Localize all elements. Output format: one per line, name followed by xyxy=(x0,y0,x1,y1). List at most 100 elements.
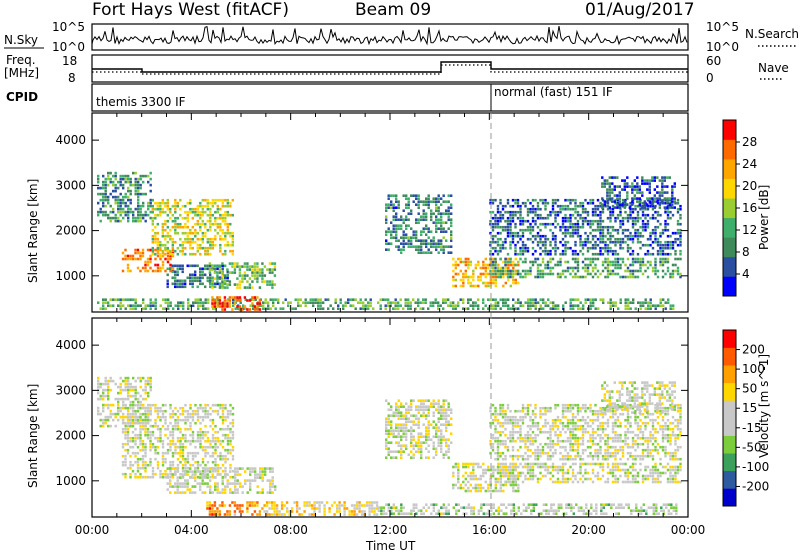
heatmap-cell xyxy=(380,304,382,307)
heatmap-cell xyxy=(611,200,613,203)
heatmap-cell xyxy=(445,209,447,212)
heatmap-cell xyxy=(443,423,445,426)
heatmap-cell xyxy=(642,304,644,307)
heatmap-cell xyxy=(397,301,399,304)
heatmap-cell xyxy=(398,426,400,429)
heatmap-cell xyxy=(236,507,238,510)
heatmap-cell xyxy=(227,416,229,419)
heatmap-cell xyxy=(262,488,264,491)
heatmap-cell xyxy=(405,438,407,441)
heatmap-cell xyxy=(611,197,613,200)
heatmap-cell xyxy=(179,437,181,440)
heatmap-cell xyxy=(214,199,216,202)
heatmap-cell xyxy=(537,270,539,273)
heatmap-cell xyxy=(485,273,487,276)
heatmap-cell xyxy=(224,407,226,410)
heatmap-cell xyxy=(655,503,657,506)
heatmap-cell xyxy=(619,206,621,209)
heatmap-cell xyxy=(120,205,122,208)
heatmap-cell xyxy=(637,214,639,217)
heatmap-cell xyxy=(169,482,171,485)
heatmap-cell xyxy=(455,285,457,288)
heatmap-cell xyxy=(179,265,181,268)
heatmap-cell xyxy=(127,410,129,413)
heatmap-cell xyxy=(448,245,450,248)
heatmap-cell xyxy=(184,467,186,470)
heatmap-cell xyxy=(221,283,223,286)
heatmap-cell xyxy=(587,202,589,205)
heatmap-cell xyxy=(135,386,137,389)
heatmap-cell xyxy=(625,298,627,301)
heatmap-cell xyxy=(150,217,152,220)
heatmap-cell xyxy=(127,258,129,261)
heatmap-cell xyxy=(666,206,668,209)
heatmap-cell xyxy=(269,470,271,473)
heatmap-cell xyxy=(440,408,442,411)
heatmap-cell xyxy=(462,282,464,285)
heatmap-cell xyxy=(154,446,156,449)
heatmap-cell xyxy=(197,286,199,289)
heatmap-cell xyxy=(97,410,99,413)
heatmap-cell xyxy=(395,245,397,248)
heatmap-cell xyxy=(177,425,179,428)
heatmap-cell xyxy=(577,307,579,310)
heatmap-cell xyxy=(519,223,521,226)
heatmap-cell xyxy=(275,298,277,301)
heatmap-cell xyxy=(495,304,497,307)
heatmap-cell xyxy=(224,437,226,440)
heatmap-cell xyxy=(142,476,144,479)
heatmap-cell xyxy=(189,265,191,268)
heatmap-cell xyxy=(202,304,204,307)
heatmap-cell xyxy=(241,274,243,277)
heatmap-cell xyxy=(197,232,199,235)
heatmap-cell xyxy=(117,392,119,395)
heatmap-cell xyxy=(448,200,450,203)
heatmap-cell xyxy=(335,298,337,301)
heatmap-cell xyxy=(519,205,521,208)
heatmap-cell xyxy=(575,503,577,506)
heatmap-cell xyxy=(177,479,179,482)
heatmap-cell xyxy=(172,452,174,455)
heatmap-cell xyxy=(209,214,211,217)
heatmap-cell xyxy=(527,229,529,232)
heatmap-cell xyxy=(231,296,233,299)
heatmap-cell xyxy=(514,199,516,202)
heatmap-cell xyxy=(194,232,196,235)
heatmap-cell xyxy=(120,377,122,380)
heatmap-cell xyxy=(162,199,164,202)
heatmap-cell xyxy=(616,194,618,197)
heatmap-cell xyxy=(214,271,216,274)
heatmap-cell xyxy=(219,491,221,494)
heatmap-cell xyxy=(132,211,134,214)
heatmap-cell xyxy=(667,298,669,301)
heatmap-cell xyxy=(303,501,305,504)
heatmap-cell xyxy=(400,236,402,239)
heatmap-cell xyxy=(554,244,556,247)
heatmap-cell xyxy=(675,503,677,506)
heatmap-cell xyxy=(507,226,509,229)
heatmap-cell xyxy=(400,414,402,417)
heatmap-cell xyxy=(529,211,531,214)
heatmap-cell xyxy=(452,301,454,304)
heatmap-cell xyxy=(655,509,657,512)
heatmap-cell xyxy=(127,181,129,184)
heatmap-cell xyxy=(408,420,410,423)
heatmap-cell xyxy=(398,432,400,435)
heatmap-cell xyxy=(204,425,206,428)
heatmap-cell xyxy=(457,264,459,267)
heatmap-cell xyxy=(542,235,544,238)
heatmap-cell xyxy=(110,404,112,407)
heatmap-cell xyxy=(204,205,206,208)
heatmap-cell xyxy=(658,512,660,515)
heatmap-cell xyxy=(234,510,236,513)
heatmap-cell xyxy=(388,242,390,245)
heatmap-cell xyxy=(252,479,254,482)
heatmap-cell xyxy=(529,226,531,229)
heatmap-cell xyxy=(110,178,112,181)
heatmap-cell xyxy=(664,244,666,247)
heatmap-cell xyxy=(659,241,661,244)
heatmap-cell xyxy=(634,220,636,223)
heatmap-cell xyxy=(184,283,186,286)
heatmap-cell xyxy=(179,428,181,431)
heatmap-cell xyxy=(667,270,669,273)
